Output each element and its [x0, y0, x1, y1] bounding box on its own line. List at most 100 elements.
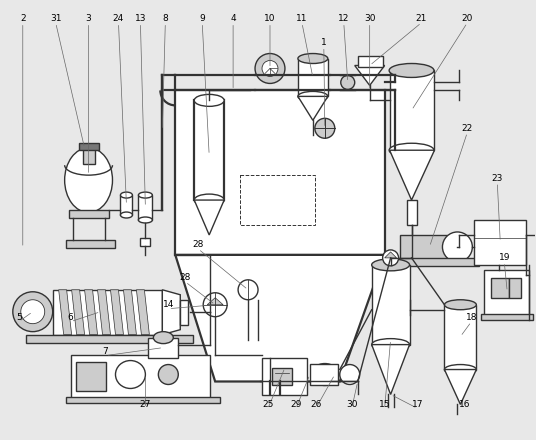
Circle shape	[383, 250, 399, 266]
Ellipse shape	[444, 365, 477, 374]
Polygon shape	[85, 290, 98, 335]
Text: 28: 28	[180, 273, 191, 282]
Bar	[394, 258, 479, 266]
Bar	[194, 100, 224, 200]
Ellipse shape	[158, 365, 178, 385]
Ellipse shape	[194, 95, 224, 106]
Ellipse shape	[298, 54, 328, 63]
Circle shape	[262, 61, 278, 77]
Text: 11: 11	[296, 14, 308, 23]
Bar	[76, 362, 106, 392]
Polygon shape	[371, 345, 410, 394]
Bar	[69, 210, 108, 218]
Bar	[175, 90, 385, 255]
Polygon shape	[355, 66, 385, 85]
Bar	[262, 358, 307, 396]
Polygon shape	[175, 255, 385, 381]
Bar	[140, 238, 151, 246]
Circle shape	[13, 292, 53, 332]
Text: 31: 31	[50, 14, 62, 23]
Ellipse shape	[138, 217, 152, 223]
Circle shape	[21, 300, 44, 324]
Ellipse shape	[444, 300, 477, 310]
Bar	[358, 55, 383, 67]
Text: 4: 4	[230, 14, 236, 23]
Bar	[121, 195, 132, 215]
Polygon shape	[137, 290, 150, 335]
Bar	[180, 300, 188, 325]
Text: 26: 26	[310, 400, 322, 409]
Circle shape	[341, 75, 355, 89]
Ellipse shape	[194, 194, 224, 206]
Bar	[138, 195, 152, 220]
Ellipse shape	[340, 365, 360, 385]
Polygon shape	[385, 252, 397, 258]
Bar	[485, 270, 529, 315]
Bar	[148, 337, 178, 358]
Bar	[390, 70, 435, 150]
Polygon shape	[444, 370, 477, 404]
Text: 5: 5	[16, 313, 21, 322]
Polygon shape	[298, 96, 328, 120]
Circle shape	[238, 280, 258, 300]
Ellipse shape	[115, 360, 145, 389]
Text: 19: 19	[498, 253, 510, 262]
Circle shape	[442, 232, 472, 262]
Bar	[272, 367, 292, 385]
Bar	[83, 148, 94, 164]
Polygon shape	[123, 290, 137, 335]
Text: 8: 8	[162, 14, 168, 23]
Polygon shape	[72, 290, 85, 335]
Text: 30: 30	[364, 14, 375, 23]
Text: 21: 21	[416, 14, 427, 23]
Ellipse shape	[298, 92, 328, 101]
Text: 6: 6	[68, 313, 73, 322]
Ellipse shape	[138, 192, 152, 198]
Text: 17: 17	[412, 400, 423, 409]
Polygon shape	[207, 298, 223, 305]
Bar	[509, 278, 521, 298]
Text: 1: 1	[321, 38, 327, 47]
Text: 14: 14	[162, 300, 174, 309]
Bar	[444, 305, 477, 370]
Circle shape	[255, 54, 285, 84]
Text: 28: 28	[192, 240, 204, 249]
Bar	[53, 290, 162, 335]
Text: 18: 18	[466, 313, 477, 322]
Ellipse shape	[311, 363, 339, 385]
Circle shape	[203, 293, 227, 317]
Bar	[310, 363, 338, 385]
Polygon shape	[194, 200, 224, 235]
Polygon shape	[58, 290, 72, 335]
Text: 3: 3	[86, 14, 92, 23]
Text: 24: 24	[113, 14, 124, 23]
Text: 2: 2	[20, 14, 26, 23]
Bar	[481, 314, 533, 320]
Bar	[407, 200, 416, 225]
Text: 9: 9	[199, 14, 205, 23]
Text: 12: 12	[338, 14, 349, 23]
Bar	[65, 240, 115, 248]
Text: 20: 20	[461, 14, 473, 23]
Bar	[399, 235, 448, 260]
Text: 7: 7	[102, 347, 108, 356]
Text: 27: 27	[140, 400, 151, 409]
Circle shape	[315, 118, 335, 138]
Polygon shape	[162, 290, 180, 335]
Bar	[371, 265, 410, 345]
Text: 25: 25	[262, 400, 274, 409]
Ellipse shape	[121, 192, 132, 198]
Ellipse shape	[371, 259, 410, 271]
Bar	[474, 220, 526, 265]
Bar	[298, 59, 328, 96]
Text: 22: 22	[461, 124, 473, 133]
Ellipse shape	[371, 339, 410, 351]
Text: 15: 15	[379, 400, 390, 409]
Bar	[71, 355, 210, 400]
Text: 23: 23	[492, 174, 503, 183]
Polygon shape	[98, 290, 110, 335]
Bar	[26, 335, 193, 343]
Ellipse shape	[65, 148, 113, 213]
Ellipse shape	[121, 212, 132, 218]
Text: 13: 13	[135, 14, 146, 23]
